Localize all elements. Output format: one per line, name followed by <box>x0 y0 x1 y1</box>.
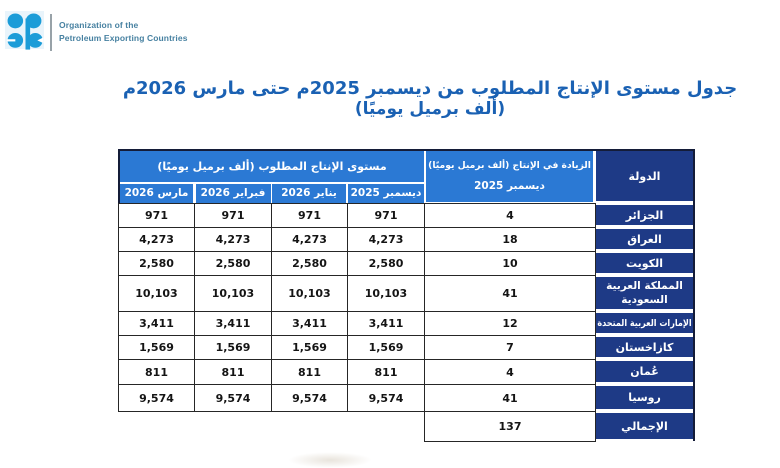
cell-algeria-feb: 971 <box>194 203 272 228</box>
cell-kuwait-dec: 2,580 <box>347 251 425 276</box>
cell-oman-increase: 4 <box>424 359 596 385</box>
header-month-jan-2026: يناير 2026 <box>272 183 346 203</box>
cell-iraq-mar: 4,273 <box>118 227 195 252</box>
cell-kazakhstan-feb: 1,569 <box>194 335 272 360</box>
row-label-iraq: العراق <box>596 229 693 249</box>
cell-kazakhstan-dec: 1,569 <box>347 335 425 360</box>
row-label-oman: عُمان <box>596 361 693 382</box>
cell-kuwait-increase: 10 <box>424 251 596 276</box>
cell-russia-mar: 9,574 <box>118 384 195 412</box>
cell-saudi-mar: 10,103 <box>118 275 195 312</box>
page-title-line1: جدول مستوى الإنتاج المطلوب من ديسمبر 202… <box>122 78 738 99</box>
cell-kazakhstan-increase: 7 <box>424 335 596 360</box>
cell-uae-feb: 3,411 <box>194 311 272 336</box>
cell-saudi-feb: 10,103 <box>194 275 272 312</box>
row-label-total: الإجمالي <box>596 413 693 439</box>
cell-russia-feb: 9,574 <box>194 384 272 412</box>
cell-algeria-dec: 971 <box>347 203 425 228</box>
cell-uae-jan: 3,411 <box>271 311 348 336</box>
page-title: جدول مستوى الإنتاج المطلوب من ديسمبر 202… <box>90 78 770 119</box>
row-label-saudi-arabia: المملكة العربية السعودية <box>596 277 693 309</box>
table-right-border <box>693 149 695 441</box>
organization-name: Organization of the Petroleum Exporting … <box>59 19 259 45</box>
cell-algeria-jan: 971 <box>271 203 348 228</box>
cell-algeria-mar: 971 <box>118 203 195 228</box>
cell-total-increase: 137 <box>424 411 596 442</box>
cell-saudi-dec: 10,103 <box>347 275 425 312</box>
cell-kuwait-mar: 2,580 <box>118 251 195 276</box>
row-label-uae-text: الإمارات العربية المتحدة <box>597 317 692 329</box>
table-top-border <box>118 149 695 151</box>
cell-kazakhstan-mar: 1,569 <box>118 335 195 360</box>
row-label-uae: الإمارات العربية المتحدة <box>596 313 693 333</box>
header-month-mar-2026: مارس 2026 <box>120 183 193 203</box>
header-increase-line2: ديسمبر 2025 <box>474 180 545 193</box>
cell-russia-dec: 9,574 <box>347 384 425 412</box>
cell-saudi-increase: 41 <box>424 275 596 312</box>
opec-logo-icon <box>7 12 44 54</box>
cell-oman-feb: 811 <box>194 359 272 385</box>
header-country-column: الدولة <box>596 151 693 201</box>
organization-name-line1: Organization of the <box>59 20 139 30</box>
cell-kuwait-feb: 2,580 <box>194 251 272 276</box>
table-header-left-border <box>118 149 120 203</box>
cell-saudi-jan: 10,103 <box>271 275 348 312</box>
row-label-kazakhstan: كازاخستان <box>596 337 693 357</box>
header-increase-column: الزيادة في الإنتاج (ألف برميل يوميًا) دي… <box>426 150 593 202</box>
page-title-line2: (ألف برميل يوميًا) <box>354 99 506 119</box>
organization-name-line2: Petroleum Exporting Countries <box>59 33 188 43</box>
cell-iraq-jan: 4,273 <box>271 227 348 252</box>
row-label-algeria: الجزائر <box>596 205 693 225</box>
header-increase-line1: الزيادة في الإنتاج (ألف برميل يوميًا) <box>428 160 591 172</box>
cell-uae-mar: 3,411 <box>118 311 195 336</box>
logo-divider <box>50 14 52 51</box>
cell-oman-jan: 811 <box>271 359 348 385</box>
cell-kazakhstan-jan: 1,569 <box>271 335 348 360</box>
cell-russia-jan: 9,574 <box>271 384 348 412</box>
cell-uae-dec: 3,411 <box>347 311 425 336</box>
cell-uae-increase: 12 <box>424 311 596 336</box>
cell-oman-mar: 811 <box>118 359 195 385</box>
cell-russia-increase: 41 <box>424 384 596 412</box>
header-production-level-group: مستوى الإنتاج المطلوب (ألف برميل يوميًا) <box>120 151 424 182</box>
cell-algeria-increase: 4 <box>424 203 596 228</box>
row-label-russia: روسيا <box>596 386 693 409</box>
faint-watermark-smudge <box>288 452 372 468</box>
header-month-feb-2026: فبراير 2026 <box>195 183 271 203</box>
row-label-kuwait: الكويت <box>596 253 693 273</box>
cell-kuwait-jan: 2,580 <box>271 251 348 276</box>
cell-oman-dec: 811 <box>347 359 425 385</box>
cell-iraq-dec: 4,273 <box>347 227 425 252</box>
header-month-dec-2025: ديسمبر 2025 <box>348 183 424 203</box>
cell-iraq-increase: 18 <box>424 227 596 252</box>
cell-iraq-feb: 4,273 <box>194 227 272 252</box>
